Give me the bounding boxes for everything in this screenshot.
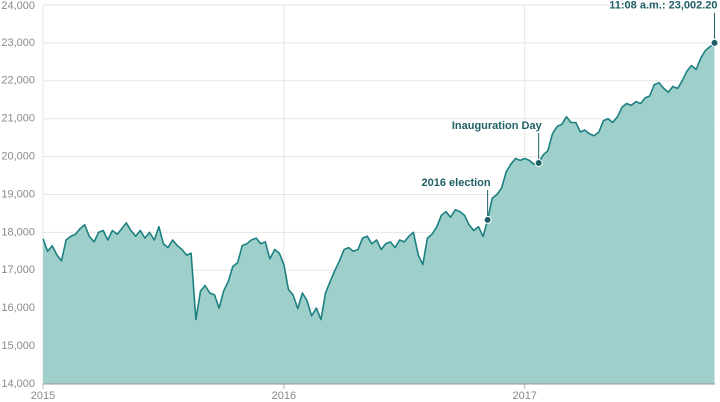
y-tick-label: 24,000 <box>1 0 35 12</box>
y-tick-label: 20,000 <box>1 151 35 163</box>
y-tick-label: 18,000 <box>1 226 35 238</box>
x-tick-label: 2017 <box>512 390 536 402</box>
y-tick-label: 21,000 <box>1 113 35 125</box>
area <box>43 42 715 385</box>
y-tick-label: 22,000 <box>1 75 35 87</box>
annotation-point <box>710 38 719 47</box>
y-tick-label: 15,000 <box>1 340 35 352</box>
x-tick-label: 2015 <box>31 390 55 402</box>
y-tick-label: 14,000 <box>1 378 35 390</box>
y-tick-label: 19,000 <box>1 188 35 200</box>
y-tick-label: 17,000 <box>1 264 35 276</box>
annotation-point <box>483 215 492 224</box>
y-tick-label: 16,000 <box>1 302 35 314</box>
annotation-label: 11:08 a.m.: 23,002.20 <box>609 0 717 12</box>
annotation-label: Inauguration Day <box>452 120 543 132</box>
x-tick-label: 2016 <box>272 390 296 402</box>
line <box>42 42 716 321</box>
annotation-point <box>534 159 543 168</box>
y-tick-label: 23,000 <box>1 37 35 49</box>
annotation-label: 2016 election <box>422 177 491 189</box>
